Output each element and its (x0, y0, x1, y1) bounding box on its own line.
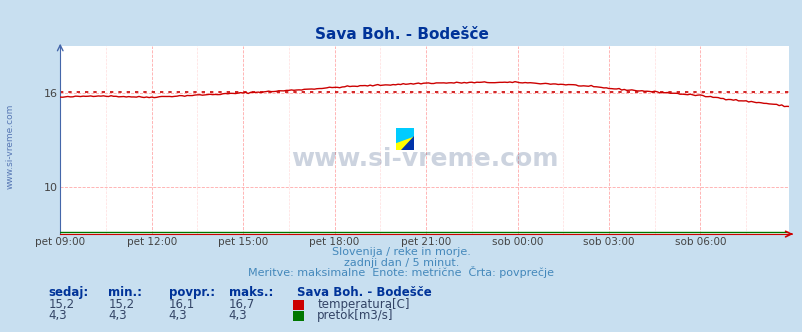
Text: 4,3: 4,3 (229, 309, 247, 322)
Text: Slovenija / reke in morje.: Slovenija / reke in morje. (332, 247, 470, 257)
Polygon shape (395, 128, 413, 150)
Polygon shape (395, 128, 413, 142)
Text: povpr.:: povpr.: (168, 286, 214, 299)
Polygon shape (401, 136, 413, 150)
Text: pretok[m3/s]: pretok[m3/s] (317, 309, 393, 322)
Text: www.si-vreme.com: www.si-vreme.com (290, 147, 558, 171)
Text: 15,2: 15,2 (48, 298, 75, 311)
Text: zadnji dan / 5 minut.: zadnji dan / 5 minut. (343, 258, 459, 268)
Text: 4,3: 4,3 (108, 309, 127, 322)
Text: 4,3: 4,3 (48, 309, 67, 322)
Text: temperatura[C]: temperatura[C] (317, 298, 409, 311)
Text: min.:: min.: (108, 286, 142, 299)
Text: 15,2: 15,2 (108, 298, 135, 311)
Text: Sava Boh. - Bodešče: Sava Boh. - Bodešče (297, 286, 431, 299)
Text: 16,7: 16,7 (229, 298, 255, 311)
Text: Meritve: maksimalne  Enote: metrične  Črta: povprečje: Meritve: maksimalne Enote: metrične Črta… (248, 266, 554, 278)
Text: sedaj:: sedaj: (48, 286, 88, 299)
Text: maks.:: maks.: (229, 286, 273, 299)
Text: 16,1: 16,1 (168, 298, 195, 311)
Text: www.si-vreme.com: www.si-vreme.com (6, 103, 15, 189)
Text: Sava Boh. - Bodešče: Sava Boh. - Bodešče (314, 27, 488, 42)
Text: 4,3: 4,3 (168, 309, 187, 322)
